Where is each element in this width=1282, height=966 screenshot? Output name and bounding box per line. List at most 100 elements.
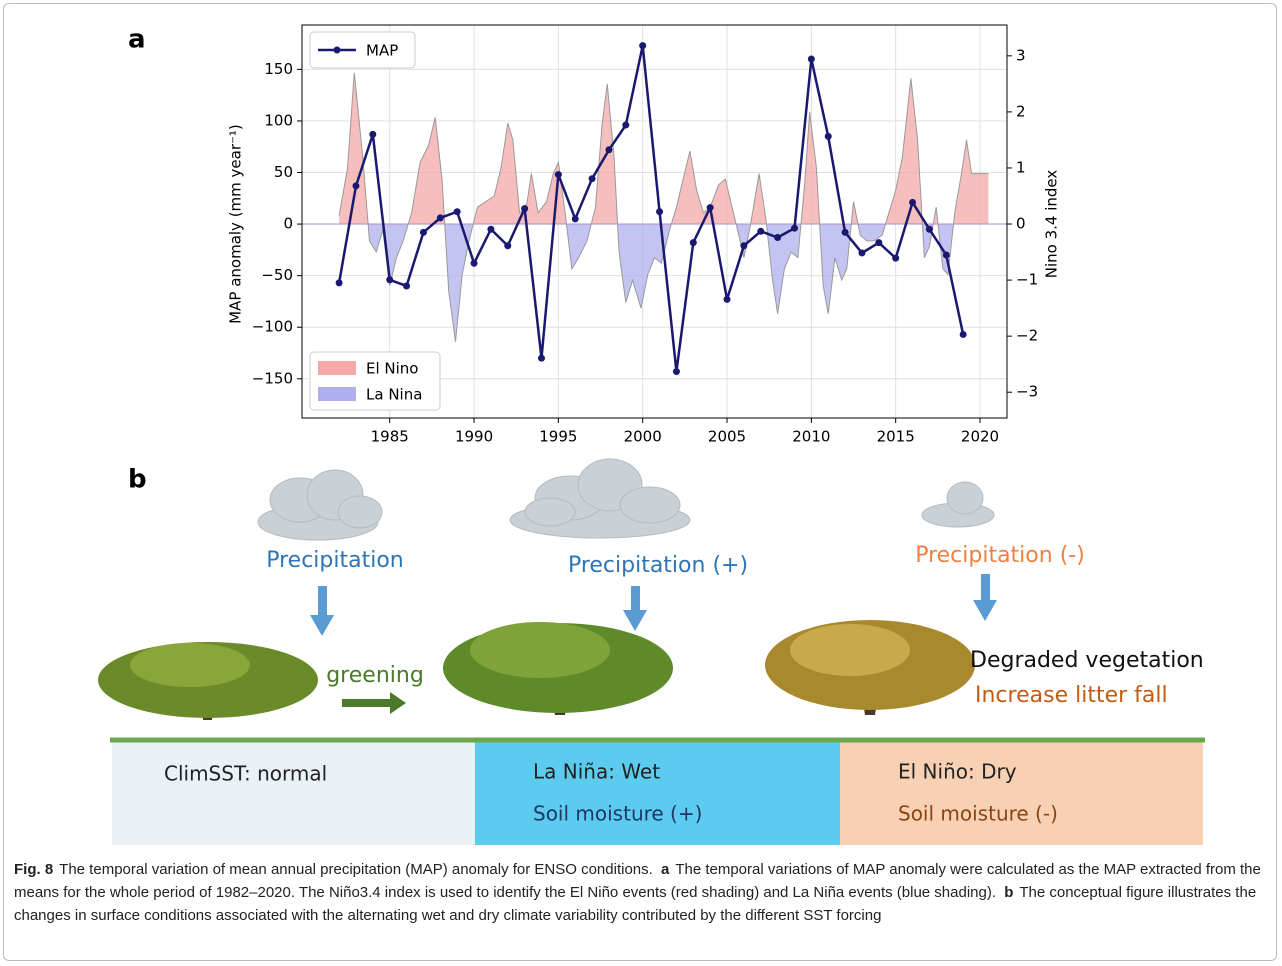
degraded-label: Degraded vegetation [970,648,1204,673]
x-tick-label: 1985 [371,428,409,446]
map-point [571,215,579,223]
map-point [403,282,411,290]
caption-part-label: b [1004,884,1014,901]
x-tick-label: 2020 [961,428,999,446]
x-tick-label: 2010 [792,428,830,446]
y-axis-label: MAP anomaly (mm year⁻¹) [227,124,245,324]
map-point [689,239,697,247]
map-point [504,242,512,250]
legend-label: MAP [366,42,398,60]
map-point [453,208,461,216]
legend-marker [333,46,341,54]
map-point [419,228,427,236]
map-point [740,242,748,250]
la-nina-area [339,224,989,342]
map-point [909,198,917,206]
map-point [470,259,478,267]
zone-wet [475,742,840,845]
y2-tick-label: 3 [1016,46,1026,64]
y2-tick-label: 2 [1016,102,1026,120]
map-point [774,233,782,241]
y-tick-label: 0 [283,215,293,233]
precipitation-label: Precipitation (+) [568,553,748,578]
panel-label: b [128,465,147,495]
trees [98,620,975,720]
nino-line [338,72,989,342]
y2-tick-label: −2 [1016,327,1038,345]
map-point [436,214,444,222]
map-point [537,354,545,362]
zone-dry [840,742,1203,845]
map-point [588,175,596,183]
litter-label: Increase litter fall [975,683,1168,708]
caption-part-label: a [660,861,670,878]
map-point [807,55,815,63]
zone-moisture: Soil moisture (-) [898,802,1058,826]
caption-label: Fig. 8 [14,861,54,878]
y-tick-label: 100 [264,111,293,129]
clouds [257,458,995,541]
map-point [335,279,343,287]
x-tick-label: 2005 [708,428,746,446]
map-point [841,228,849,236]
figure-frame [3,3,1277,961]
zone-moisture: Soil moisture (+) [533,802,702,826]
y2-tick-label: 0 [1016,215,1026,233]
map-point [824,132,832,140]
y-tick-label: 50 [274,163,293,181]
x-tick-label: 1995 [539,428,577,446]
map-point [386,276,394,284]
map-point [875,239,883,247]
map-point [605,146,613,154]
legend-swatch [318,361,356,375]
y2-tick-label: 1 [1016,158,1026,176]
caption: Fig. 8 The temporal variation of mean ann… [14,858,1269,927]
legend-box [309,31,416,69]
map-point [656,208,664,216]
map-point [790,224,798,232]
y-tick-label: −100 [252,318,293,336]
y2-tick-label: −1 [1016,271,1038,289]
caption-text: The conceptual figure illustrates the ch… [14,884,1257,924]
map-point [639,42,647,50]
rain-arrows [310,574,997,636]
map-point [723,295,731,303]
map-point [959,330,967,338]
x-tick-label: 2000 [624,428,662,446]
precipitation-label: Precipitation (-) [915,543,1085,568]
map-point [369,130,377,138]
el-nino-area [339,72,989,225]
x-tick-label: 1990 [455,428,493,446]
map-point [487,225,495,233]
map-point [706,204,714,212]
caption-title: The temporal variation of mean annual pr… [59,861,653,878]
map-point [858,249,866,257]
map-point [622,121,630,129]
zone-title: ClimSST: normal [164,762,327,786]
legend-label: La Nina [366,386,422,404]
legend-swatch [318,387,356,401]
map-point [554,171,562,179]
legend-label: El Nino [366,360,419,378]
y-tick-label: −150 [252,369,293,387]
zone-title: La Niña: Wet [533,760,660,784]
greening-arrow [342,692,406,714]
panel-label: a [128,25,146,55]
map-point [925,225,933,233]
x-tick-label: 2015 [877,428,915,446]
map-point [352,182,360,190]
precipitation-label: Precipitation [266,548,404,573]
zone-title: El Niño: Dry [898,760,1017,784]
caption-text: The temporal variations of MAP anomaly w… [14,861,1261,901]
map-point [672,368,680,376]
figure: a MAP anomaly (mm year⁻¹) Nino 3.4 index… [98,24,1205,845]
plot-frame [301,24,1008,419]
y2-axis-label: Nino 3.4 index [1043,170,1061,279]
y2-tick-label: −3 [1016,383,1038,401]
map-point [521,205,529,213]
y-tick-label: −50 [261,266,293,284]
map-point [757,227,765,235]
map-point [892,254,900,262]
zone-normal [112,742,475,845]
